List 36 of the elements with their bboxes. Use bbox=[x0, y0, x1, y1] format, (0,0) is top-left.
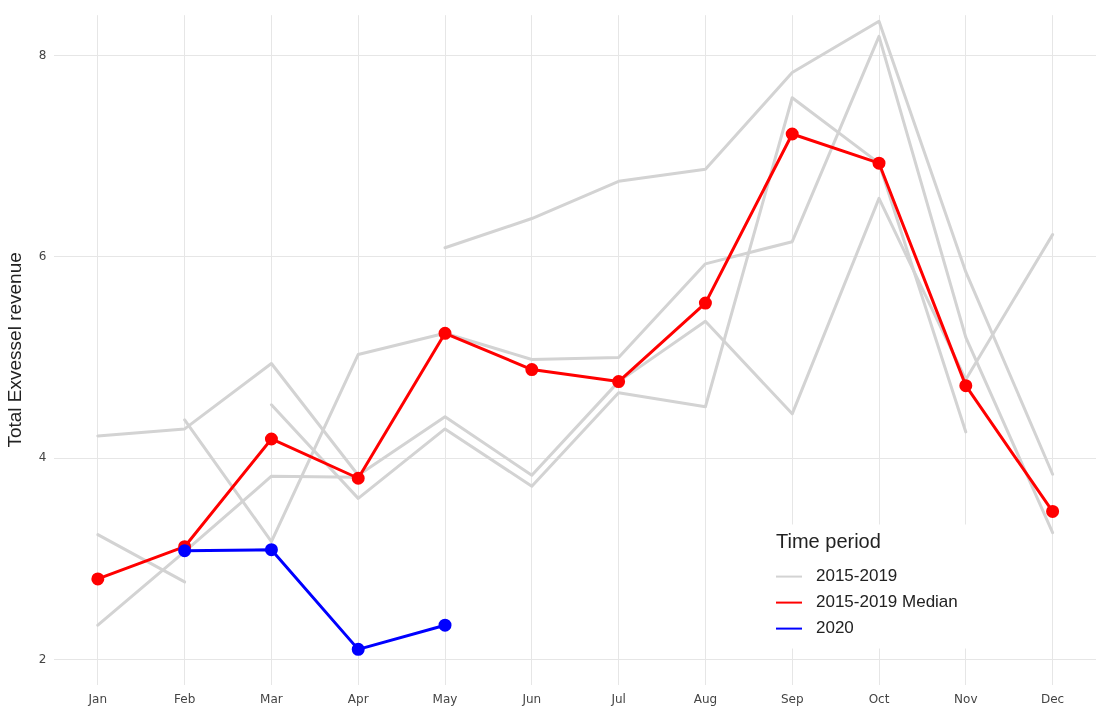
x-tick-label: Dec bbox=[1040, 691, 1065, 706]
point bbox=[525, 363, 539, 377]
x-tick-label: Jan bbox=[87, 691, 108, 706]
y-tick-label: 4 bbox=[38, 450, 47, 465]
x-tick-label: Sep bbox=[780, 691, 804, 706]
x-tick-label: Mar bbox=[260, 691, 283, 706]
legend-label: 2015-2019 Median bbox=[816, 592, 958, 612]
x-tick-label: Nov bbox=[954, 691, 978, 706]
point bbox=[785, 127, 799, 141]
y-tick-label: 6 bbox=[38, 248, 47, 263]
x-tick-label: Jun bbox=[521, 691, 542, 706]
point bbox=[351, 642, 365, 656]
x-tick-label: Feb bbox=[174, 691, 196, 706]
point bbox=[351, 471, 365, 485]
point bbox=[1046, 504, 1060, 518]
point bbox=[91, 572, 105, 586]
point bbox=[264, 432, 278, 446]
point bbox=[872, 156, 886, 170]
x-tick-label: May bbox=[432, 691, 458, 706]
y-tick-label: 2 bbox=[38, 651, 47, 666]
legend-title: Time period bbox=[776, 530, 881, 553]
point bbox=[698, 296, 712, 310]
x-tick-label: Jul bbox=[610, 691, 626, 706]
x-tick-label: Aug bbox=[693, 691, 718, 706]
x-tick-label: Apr bbox=[347, 691, 369, 706]
point bbox=[438, 618, 452, 632]
point bbox=[178, 544, 192, 558]
x-tick-label: Oct bbox=[868, 691, 890, 706]
legend-label: 2015-2019 bbox=[816, 566, 898, 586]
point bbox=[264, 543, 278, 557]
point bbox=[438, 326, 452, 340]
y-tick-label: 8 bbox=[38, 47, 47, 62]
y-axis-title: Total Exvessel revenue bbox=[3, 252, 25, 448]
legend-label: 2020 bbox=[816, 618, 854, 638]
point bbox=[959, 379, 973, 393]
point bbox=[612, 375, 626, 389]
